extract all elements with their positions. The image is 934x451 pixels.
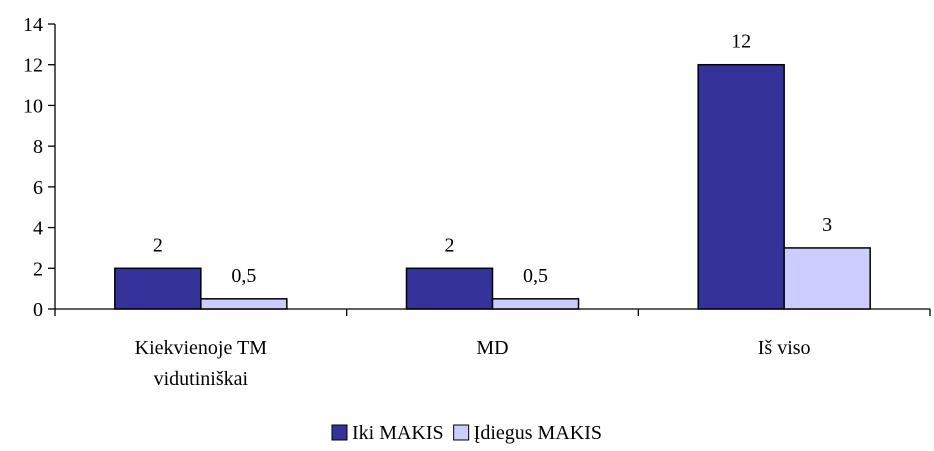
data-label: 2 bbox=[153, 234, 163, 256]
legend-swatch bbox=[331, 424, 348, 441]
legend-label: Įdiegus MAKIS bbox=[474, 422, 602, 444]
category-label: Kiekvienoje TM bbox=[135, 337, 268, 359]
data-labels: 2 0,5 2 0,5 12 3 bbox=[153, 31, 832, 287]
data-label: 0,5 bbox=[523, 265, 548, 287]
y-tick-label: 14 bbox=[23, 14, 43, 36]
y-tick-label: 8 bbox=[33, 136, 43, 158]
bar-idiegus-makis-0 bbox=[200, 298, 288, 310]
data-label: 12 bbox=[731, 31, 751, 53]
category-label: MD bbox=[476, 337, 508, 359]
y-tick-label: 2 bbox=[33, 258, 43, 280]
category-label: vidutiniškai bbox=[154, 368, 249, 390]
bars bbox=[114, 63, 871, 310]
category-label: Iš viso bbox=[758, 337, 811, 359]
data-label: 0,5 bbox=[231, 265, 256, 287]
bar-idiegus-makis-1 bbox=[491, 298, 580, 310]
y-tick-label: 6 bbox=[33, 177, 43, 199]
y-tick-label: 10 bbox=[23, 95, 43, 117]
y-tick-label: 4 bbox=[33, 218, 43, 240]
bar-iki-makis-2 bbox=[697, 63, 785, 310]
x-axis bbox=[54, 308, 931, 316]
category-labels: Kiekvienoje TM vidutiniškai MD Iš viso bbox=[135, 337, 811, 390]
legend-label: Iki MAKIS bbox=[352, 422, 444, 444]
bar-iki-makis-0 bbox=[114, 267, 202, 310]
data-label: 3 bbox=[822, 214, 832, 236]
y-tick-label: 12 bbox=[23, 55, 43, 77]
bar-iki-makis-1 bbox=[405, 267, 494, 310]
y-axis: 0 2 4 6 8 10 12 14 bbox=[23, 14, 56, 321]
y-tick-label: 0 bbox=[33, 299, 43, 321]
legend: Iki MAKIS Įdiegus MAKIS bbox=[331, 422, 602, 444]
legend-swatch bbox=[453, 424, 470, 441]
bar-idiegus-makis-2 bbox=[783, 247, 871, 310]
data-label: 2 bbox=[445, 234, 455, 256]
